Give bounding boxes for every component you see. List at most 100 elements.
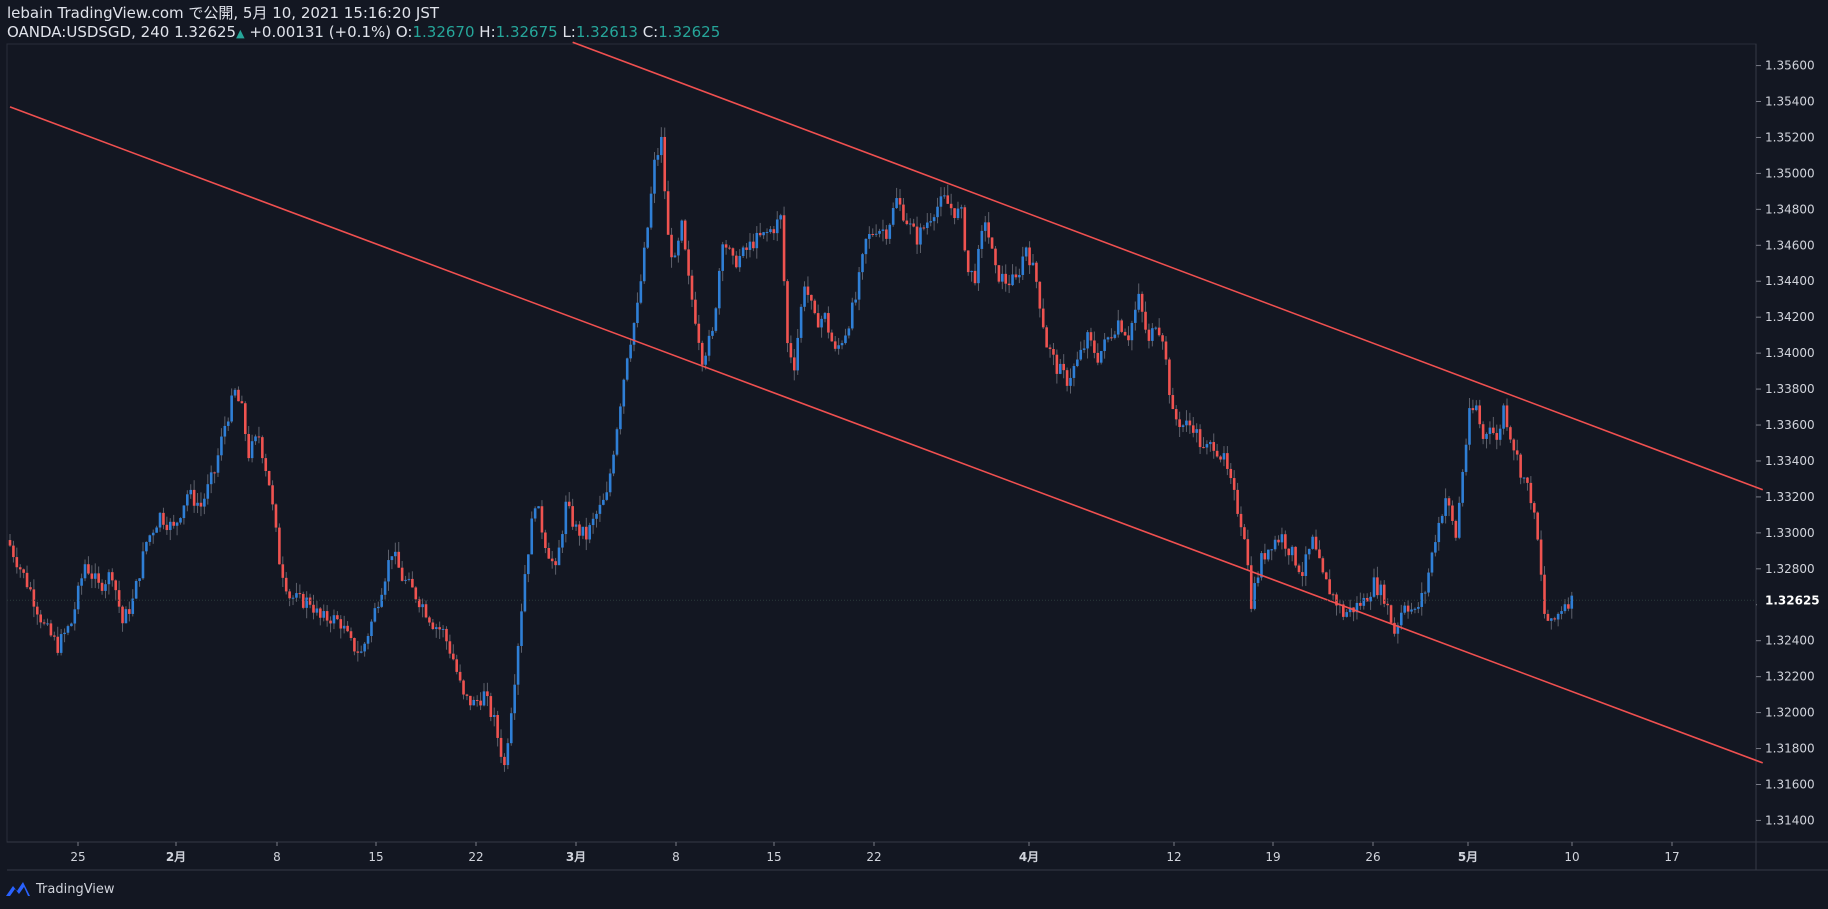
candle-down — [1239, 513, 1243, 528]
candle-up — [1423, 592, 1427, 594]
candle-down — [499, 737, 503, 757]
candle-up — [80, 578, 83, 586]
candle-down — [1191, 425, 1195, 433]
price-tick-label: 1.33600 — [1765, 418, 1815, 432]
tradingview-brand[interactable]: TradingView — [36, 881, 115, 897]
candle-down — [694, 299, 697, 324]
candle-up — [230, 395, 233, 422]
candle-down — [540, 506, 544, 533]
candle-down — [475, 699, 479, 701]
candle-up — [516, 645, 520, 685]
candle-down — [994, 248, 997, 266]
candle-up — [1311, 536, 1314, 549]
trendlines-group — [9, 41, 1764, 764]
candle-down — [987, 222, 990, 238]
candle-up — [1103, 339, 1106, 352]
candle-up — [1018, 274, 1021, 278]
candle-up — [407, 578, 411, 580]
candle-down — [1004, 273, 1008, 284]
high-value: 1.32675 — [495, 23, 558, 41]
candle-down — [489, 696, 493, 717]
candle-up — [394, 551, 397, 557]
footer: TradingView — [4, 880, 115, 898]
open-label: O: — [395, 23, 413, 41]
candle-down — [1512, 439, 1516, 451]
candle-up — [646, 227, 649, 248]
candle-up — [332, 615, 336, 624]
candle-up — [1399, 612, 1403, 626]
candle-down — [1287, 548, 1291, 556]
candle-down — [905, 220, 909, 225]
candle-down — [1389, 605, 1393, 623]
candle-down — [1140, 293, 1144, 312]
candle-up — [1437, 522, 1441, 543]
candle-up — [1116, 320, 1120, 335]
candle-down — [833, 341, 837, 349]
candle-up — [874, 233, 878, 235]
candle-down — [25, 572, 29, 588]
candle-up — [520, 611, 523, 646]
candle-up — [1072, 366, 1076, 378]
candle-up — [1069, 377, 1072, 386]
candle-down — [15, 557, 19, 568]
candle-down — [1164, 341, 1168, 360]
candle-down — [1045, 327, 1048, 348]
candle-down — [1406, 605, 1410, 612]
candle-down — [1144, 311, 1147, 330]
candle-down — [452, 653, 455, 660]
candle-up — [158, 512, 162, 528]
candle-down — [397, 551, 401, 568]
candle-down — [458, 671, 462, 681]
price-tick-label: 1.31800 — [1765, 742, 1815, 756]
candle-down — [114, 580, 118, 591]
candle-down — [8, 540, 12, 546]
candle-down — [1243, 527, 1246, 540]
price-tick-label: 1.32000 — [1765, 706, 1815, 720]
candle-up — [342, 625, 346, 629]
time-tick-label: 4月 — [1019, 850, 1039, 864]
price-axis[interactable]: 1.35600 1.35400 1.35200 1.35000 1.34800 1.346… — [1756, 59, 1815, 828]
candle-up — [864, 238, 868, 255]
candle-down — [1093, 340, 1096, 353]
candle-up — [612, 454, 615, 474]
candle-down — [1123, 331, 1127, 336]
candle-down — [1519, 454, 1522, 478]
candle-down — [100, 582, 104, 591]
symbol-label[interactable]: OANDA:USDSGD, 240 — [7, 23, 170, 41]
candle-down — [12, 545, 15, 558]
candle-up — [1151, 328, 1154, 341]
candle-up — [233, 389, 237, 396]
candle-up — [492, 715, 496, 717]
candle-down — [1526, 477, 1529, 483]
time-axis[interactable]: 25 2月 8 15 22 3月 8 15 22 4月 12 19 26 5月 10 17 — [70, 842, 1680, 864]
candle-up — [1134, 309, 1137, 323]
candle-down — [1263, 553, 1267, 560]
candle-up — [673, 255, 677, 258]
candle-down — [806, 286, 810, 295]
candle-down — [414, 587, 418, 600]
candle-down — [1232, 478, 1236, 490]
candle-down — [455, 659, 459, 672]
time-tick-label: 8 — [273, 850, 281, 864]
candle-down — [1567, 604, 1570, 609]
candle-down — [503, 756, 506, 766]
candle-down — [1481, 424, 1485, 439]
candle-up — [295, 593, 298, 598]
tradingview-logo-icon — [6, 882, 30, 896]
candle-up — [373, 608, 377, 622]
candle-up — [537, 506, 540, 509]
candle-down — [1294, 546, 1297, 566]
candle-down — [1546, 613, 1550, 621]
candle-down — [547, 548, 551, 559]
candle-down — [213, 472, 216, 474]
candle-up — [850, 302, 854, 329]
candle-down — [772, 229, 776, 234]
price-change: +0.00131 (+0.1%) — [249, 23, 392, 41]
candle-down — [1359, 602, 1362, 606]
open-value: 1.32670 — [412, 23, 475, 41]
candle-down — [816, 313, 820, 328]
candle-up — [1270, 549, 1273, 551]
candle-up — [1355, 602, 1359, 613]
candle-up — [59, 634, 63, 653]
